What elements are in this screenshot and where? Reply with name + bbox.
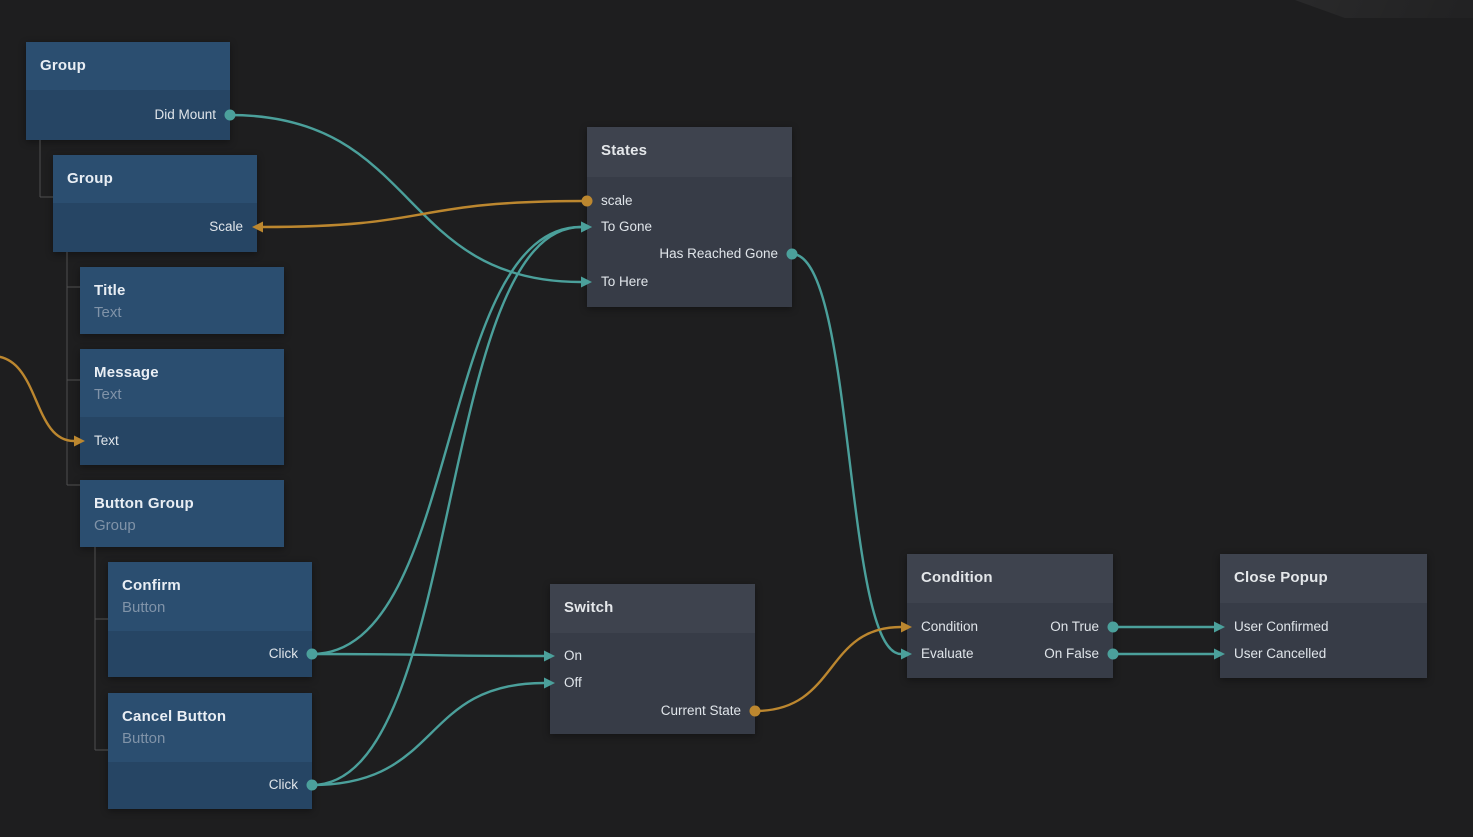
port-click[interactable]: Click bbox=[268, 646, 298, 661]
node-title[interactable]: Title Text bbox=[80, 267, 284, 334]
node-condition[interactable]: Condition Condition Evaluate On True On Fals… bbox=[907, 554, 1113, 678]
node-states[interactable]: States scale To Gone Has Reached Gone To Her… bbox=[587, 127, 792, 307]
port-user-confirmed[interactable]: User Confirmed bbox=[1234, 619, 1329, 634]
edge-cancel-click-off[interactable] bbox=[311, 681, 545, 787]
node-subtitle: Text bbox=[94, 304, 122, 321]
node-cancel-button[interactable]: Cancel Button Button Click bbox=[108, 693, 312, 809]
node-title: States bbox=[601, 142, 648, 159]
canvas-corner-highlight bbox=[1295, 0, 1473, 18]
node-title: Confirm bbox=[122, 577, 181, 594]
node-title: Button Group bbox=[94, 495, 194, 512]
node-subtitle: Group bbox=[94, 517, 136, 534]
node-subtitle: Button bbox=[122, 730, 166, 747]
port-user-cancelled[interactable]: User Cancelled bbox=[1234, 646, 1327, 661]
node-title: Cancel Button bbox=[122, 708, 227, 725]
port-did-mount[interactable]: Did Mount bbox=[154, 107, 216, 122]
edge-confirm-click-on[interactable] bbox=[311, 652, 545, 658]
edge-offscreen-message-text[interactable] bbox=[0, 355, 75, 443]
port-click[interactable]: Click bbox=[268, 777, 298, 792]
port-evaluate[interactable]: Evaluate bbox=[921, 646, 974, 661]
port-off[interactable]: Off bbox=[564, 675, 582, 690]
node-group-2[interactable]: Group Scale bbox=[53, 155, 257, 252]
edge-cancel-click-to-gone[interactable] bbox=[311, 225, 582, 787]
node-subtitle: Button bbox=[122, 599, 166, 616]
node-message[interactable]: Message Text Text bbox=[80, 349, 284, 465]
edge-did-mount-to-here[interactable] bbox=[229, 113, 582, 284]
node-close-popup[interactable]: Close Popup User Confirmed User Cancelled bbox=[1220, 554, 1427, 678]
node-title: Switch bbox=[564, 599, 614, 616]
edge-current-state-condition[interactable] bbox=[754, 625, 902, 713]
node-subtitle: Text bbox=[94, 386, 122, 403]
port-has-reached-gone[interactable]: Has Reached Gone bbox=[659, 246, 778, 261]
port-to-here[interactable]: To Here bbox=[601, 274, 649, 289]
node-button-group[interactable]: Button Group Group bbox=[80, 480, 284, 547]
node-title: Close Popup bbox=[1234, 569, 1328, 586]
node-title: Title bbox=[94, 282, 126, 299]
node-switch[interactable]: Switch On Off Current State bbox=[550, 584, 755, 734]
port-to-gone[interactable]: To Gone bbox=[601, 219, 653, 234]
node-group-1[interactable]: Group Did Mount bbox=[26, 42, 230, 140]
node-title: Group bbox=[40, 57, 86, 74]
node-title: Group bbox=[67, 170, 113, 187]
edge-confirm-click-to-gone[interactable] bbox=[311, 225, 582, 656]
port-condition[interactable]: Condition bbox=[921, 619, 979, 634]
port-on-true[interactable]: On True bbox=[1050, 619, 1099, 634]
port-on[interactable]: On bbox=[564, 648, 583, 663]
node-title: Condition bbox=[921, 569, 993, 586]
port-scale[interactable]: Scale bbox=[209, 219, 243, 234]
port-on-false[interactable]: On False bbox=[1044, 646, 1099, 661]
edge-scale-to-scale[interactable] bbox=[262, 199, 588, 229]
port-text[interactable]: Text bbox=[94, 433, 119, 448]
port-scale[interactable]: scale bbox=[601, 193, 633, 208]
port-current-state[interactable]: Current State bbox=[660, 703, 741, 718]
edge-has-reached-gone-evaluate[interactable] bbox=[791, 252, 902, 656]
node-title: Message bbox=[94, 364, 159, 381]
node-confirm[interactable]: Confirm Button Click bbox=[108, 562, 312, 677]
